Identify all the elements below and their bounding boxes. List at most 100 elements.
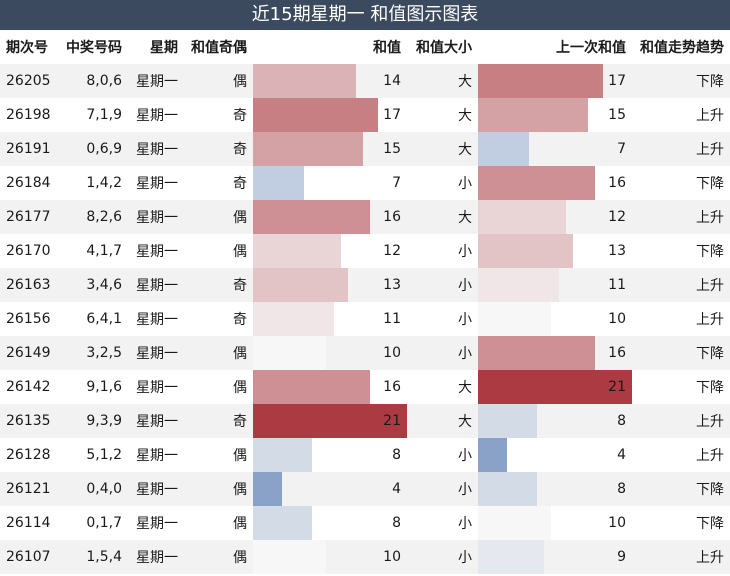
prev-sum-cell-bar <box>478 64 603 98</box>
trend-cell: 上升 <box>632 404 730 438</box>
numbers-cell: 9,3,9 <box>60 404 128 438</box>
sum-cell: 21 <box>253 404 407 438</box>
issue-cell: 26121 <box>0 472 60 506</box>
prev-sum-cell: 8 <box>478 404 632 438</box>
table-row: 26149 3,2,5 星期一偶 10 小 16 下降 <box>0 336 730 370</box>
sum-cell-value: 14 <box>383 73 401 89</box>
size-cell: 小 <box>407 302 478 336</box>
sum-cell: 10 <box>253 540 407 574</box>
prev-sum-cell-bar <box>478 200 566 234</box>
trend-cell: 下降 <box>632 166 730 200</box>
trend-cell: 上升 <box>632 438 730 472</box>
table-row: 26128 5,1,2 星期一偶 8 小 4 上升 <box>0 438 730 472</box>
header-trend: 和值走势趋势 <box>640 40 724 56</box>
weekday-cell: 星期一 <box>128 472 184 506</box>
issue-cell: 26191 <box>0 132 60 166</box>
numbers-cell: 3,4,6 <box>60 268 128 302</box>
prev-sum-cell: 9 <box>478 540 632 574</box>
sum-cell: 12 <box>253 234 407 268</box>
prev-sum-cell-value: 17 <box>608 73 626 89</box>
prev-sum-cell-value: 10 <box>608 515 626 531</box>
prev-sum-cell: 13 <box>478 234 632 268</box>
numbers-cell: 1,4,2 <box>60 166 128 200</box>
weekday-cell: 星期一 <box>128 370 184 404</box>
table-row: 26121 0,4,0 星期一偶 4 小 8 下降 <box>0 472 730 506</box>
issue-cell: 26170 <box>0 234 60 268</box>
parity-cell: 偶 <box>184 200 253 234</box>
prev-sum-cell: 15 <box>478 98 632 132</box>
header-numbers: 中奖号码 <box>66 40 122 56</box>
sum-cell-bar <box>253 64 356 98</box>
issue-cell: 26142 <box>0 370 60 404</box>
numbers-cell: 3,2,5 <box>60 336 128 370</box>
prev-sum-cell-value: 16 <box>608 175 626 191</box>
prev-sum-cell-value: 8 <box>617 413 626 429</box>
trend-cell: 下降 <box>632 64 730 98</box>
trend-cell: 下降 <box>632 370 730 404</box>
weekday-cell: 星期一 <box>128 166 184 200</box>
weekday-cell: 星期一 <box>128 438 184 472</box>
prev-sum-cell-bar <box>478 540 544 574</box>
prev-sum-cell-value: 12 <box>608 209 626 225</box>
header-parity: 和值奇偶 <box>191 40 247 56</box>
sum-cell: 15 <box>253 132 407 166</box>
issue-cell: 26114 <box>0 506 60 540</box>
sum-cell-value: 11 <box>383 311 401 327</box>
sum-cell-value: 8 <box>392 447 401 463</box>
trend-cell: 上升 <box>632 268 730 302</box>
parity-cell: 奇 <box>184 98 253 132</box>
prev-sum-cell: 16 <box>478 336 632 370</box>
trend-cell: 下降 <box>632 234 730 268</box>
sum-cell-bar <box>253 336 327 370</box>
sum-cell-bar <box>253 234 341 268</box>
weekday-cell: 星期一 <box>128 268 184 302</box>
prev-sum-cell-value: 9 <box>617 549 626 565</box>
weekday-cell: 星期一 <box>128 506 184 540</box>
weekday-cell: 星期一 <box>128 336 184 370</box>
header-weekday: 星期 <box>150 40 178 56</box>
table-body: 26205 8,0,6 星期一偶 14 大 17 下降 26198 7,1,9 星期一奇 17 大 15… <box>0 64 730 574</box>
parity-cell: 偶 <box>184 472 253 506</box>
parity-cell: 偶 <box>184 506 253 540</box>
sum-cell-bar <box>253 506 312 540</box>
prev-sum-cell-bar <box>478 234 574 268</box>
weekday-cell: 星期一 <box>128 302 184 336</box>
table-row: 26135 9,3,9 星期一奇 21 大 8 上升 <box>0 404 730 438</box>
size-cell: 小 <box>407 506 478 540</box>
parity-cell: 奇 <box>184 132 253 166</box>
size-cell: 大 <box>407 200 478 234</box>
weekday-cell: 星期一 <box>128 234 184 268</box>
numbers-cell: 0,1,7 <box>60 506 128 540</box>
sum-cell-bar <box>253 98 378 132</box>
prev-sum-cell-value: 7 <box>617 141 626 157</box>
table-row: 26156 6,4,1 星期一奇 11 小 10 上升 <box>0 302 730 336</box>
parity-cell: 偶 <box>184 336 253 370</box>
numbers-cell: 7,1,9 <box>60 98 128 132</box>
prev-sum-cell-bar <box>478 370 632 404</box>
sum-cell-bar <box>253 166 305 200</box>
sum-cell-value: 13 <box>383 277 401 293</box>
numbers-cell: 0,6,9 <box>60 132 128 166</box>
sum-cell: 8 <box>253 506 407 540</box>
sum-cell-bar <box>253 132 363 166</box>
weekday-cell: 星期一 <box>128 404 184 438</box>
sum-cell: 16 <box>253 200 407 234</box>
size-cell: 大 <box>407 64 478 98</box>
prev-sum-cell-bar <box>478 438 508 472</box>
weekday-cell: 星期一 <box>128 64 184 98</box>
prev-sum-cell-bar <box>478 132 530 166</box>
table-row: 26163 3,4,6 星期一奇 13 小 11 上升 <box>0 268 730 302</box>
issue-cell: 26163 <box>0 268 60 302</box>
prev-sum-cell-bar <box>478 166 596 200</box>
sum-cell: 17 <box>253 98 407 132</box>
sum-cell-value: 8 <box>392 515 401 531</box>
prev-sum-cell-value: 11 <box>608 277 626 293</box>
sum-chart-table: 期次号 中奖号码 星期 和值奇偶 和值 和值大小 上一次和值 和值走势趋势 26… <box>0 30 730 574</box>
prev-sum-cell-bar <box>478 472 537 506</box>
parity-cell: 偶 <box>184 370 253 404</box>
prev-sum-cell-value: 21 <box>608 379 626 395</box>
sum-cell: 13 <box>253 268 407 302</box>
header-prev-sum: 上一次和值 <box>556 40 626 56</box>
sum-cell-value: 10 <box>383 345 401 361</box>
trend-cell: 上升 <box>632 132 730 166</box>
